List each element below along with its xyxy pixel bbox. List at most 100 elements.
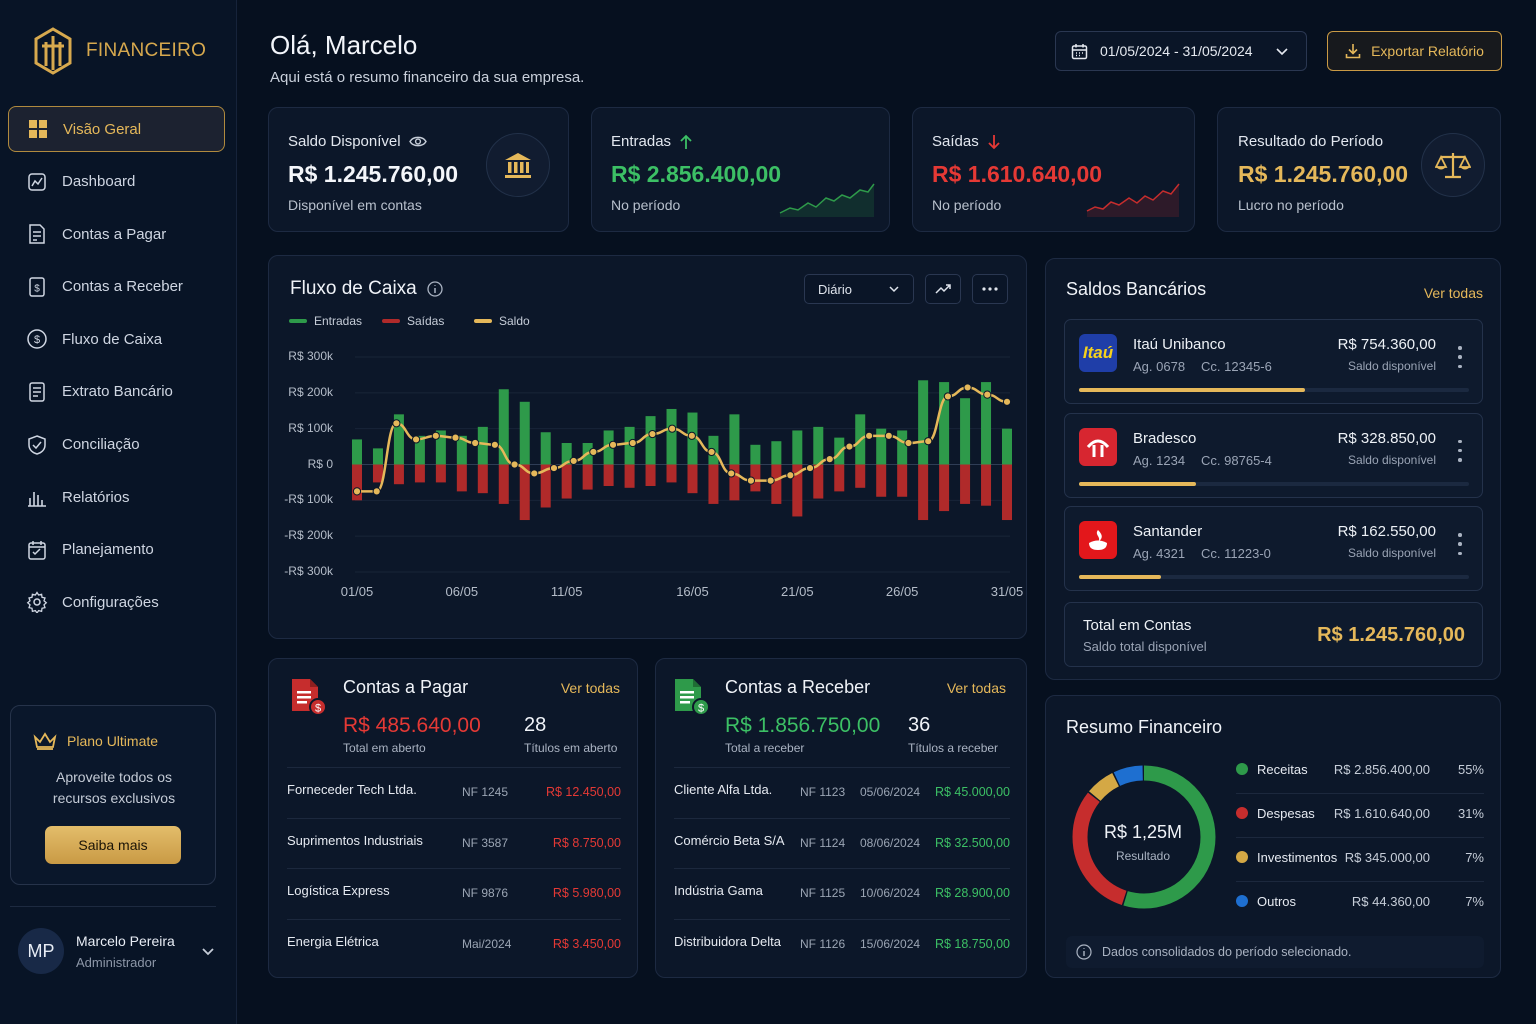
donut-center-label: Resultado xyxy=(1115,849,1171,863)
balance-point xyxy=(687,431,696,440)
sidebar-item-3[interactable]: $ Contas a Receber xyxy=(8,264,225,310)
donut-segment xyxy=(1072,765,1216,909)
sidebar-item-label: Conciliação xyxy=(62,436,140,454)
bank-item[interactable]: Bradesco Ag. 1234 Cc. 98765-4 R$ 328.850,00… xyxy=(1064,412,1483,498)
income-bar xyxy=(414,435,425,465)
bank-item[interactable]: Itaú Itaú Unibanco Ag. 0678 Cc. 12345-6 R$ 7… xyxy=(1064,319,1483,404)
eye-icon[interactable] xyxy=(408,135,427,148)
sidebar-item-label: Dashboard xyxy=(62,173,136,191)
table-row[interactable]: Forneceder Tech Ltda. NF 1245 R$ 12.450,00 xyxy=(287,767,621,817)
summary-row: Despesas R$ 1.610.640,00 31% xyxy=(1236,794,1484,838)
table-row[interactable]: Comércio Beta S/A NF 1124 08/06/2024 R$ 32.… xyxy=(674,817,1010,868)
expense-bar xyxy=(939,464,950,512)
bank-view-all-link[interactable]: Ver todas xyxy=(1423,285,1483,301)
balance-point xyxy=(786,471,795,480)
receivable-name: Cliente Alfa Ltda. xyxy=(674,782,773,797)
cash-flow-title: Fluxo de Caixa xyxy=(290,278,417,299)
expense-bar xyxy=(834,464,845,492)
crown-icon xyxy=(33,732,57,750)
sidebar-item-4[interactable]: $ Fluxo de Caixa xyxy=(8,316,225,362)
learn-more-button[interactable]: Saiba mais xyxy=(45,826,181,864)
date-range-picker[interactable]: 01/05/2024 - 31/05/2024 xyxy=(1055,31,1307,71)
balance-point xyxy=(845,442,854,451)
receivable-amount: R$ 32.500,00 xyxy=(934,835,1010,850)
kpi-expense-label: Saídas xyxy=(932,133,979,150)
user-menu[interactable]: MP Marcelo Pereira Administrador xyxy=(18,928,215,974)
receivable-date: 10/06/2024 xyxy=(860,886,921,900)
kebab-menu-icon[interactable] xyxy=(1454,439,1466,462)
info-icon[interactable] xyxy=(427,281,443,297)
table-row[interactable]: Suprimentos Industriais NF 3587 R$ 8.750,0… xyxy=(287,817,621,868)
kpi-income-note: No período xyxy=(611,197,681,213)
payable-ref: Mai/2024 xyxy=(462,936,512,951)
sidebar-item-7[interactable]: Relatórios xyxy=(8,474,225,520)
receivables-view-all-link[interactable]: Ver todas xyxy=(946,680,1006,696)
svg-text:$: $ xyxy=(34,283,40,294)
balance-point xyxy=(668,424,677,433)
receivable-ref: NF 1125 xyxy=(800,886,846,900)
calendar-icon xyxy=(1071,43,1088,59)
expense-bar xyxy=(792,464,803,517)
app-logo[interactable]: FINANCEIRO xyxy=(32,26,206,76)
kebab-menu-icon[interactable] xyxy=(1454,533,1466,555)
bank-item[interactable]: Santander Ag. 4321 Cc. 11223-0 R$ 162.550,0… xyxy=(1064,506,1483,591)
balance-point xyxy=(490,440,499,449)
table-row[interactable]: Energia Elétrica Mai/2024 R$ 3.450,00 xyxy=(287,918,621,969)
table-row[interactable]: Distribuidora Delta NF 1126 15/06/2024 R$ 1… xyxy=(674,918,1010,969)
dashboard-icon xyxy=(28,172,46,191)
expense-bar xyxy=(855,464,866,488)
bank-name: Bradesco xyxy=(1133,429,1197,447)
chevron-down-icon[interactable] xyxy=(201,944,215,958)
income-bar xyxy=(918,380,929,465)
balance-point xyxy=(510,460,519,469)
bank-name: Santander xyxy=(1133,523,1203,540)
payables-count: 28 xyxy=(524,714,547,736)
chevron-down-icon xyxy=(1276,48,1288,56)
more-options-button[interactable] xyxy=(972,274,1008,304)
income-bar xyxy=(1002,428,1012,465)
payable-name: Logística Express xyxy=(287,883,390,898)
summary-value: R$ 2.856.400,00 xyxy=(1333,762,1430,777)
period-select[interactable]: Diário xyxy=(804,274,914,304)
y-tick-label: R$ 300k xyxy=(288,349,333,363)
chart-type-button[interactable] xyxy=(925,274,961,304)
income-sparkline xyxy=(779,183,875,217)
bank-account-number: Cc. 98765-4 xyxy=(1201,452,1272,468)
bradesco-logo-icon xyxy=(1086,439,1110,457)
sidebar-item-8[interactable]: Planejamento xyxy=(8,527,225,573)
income-bar xyxy=(352,439,362,465)
table-row[interactable]: Indústria Gama NF 1125 10/06/2024 R$ 28.900… xyxy=(674,868,1010,918)
expense-bar xyxy=(624,464,635,488)
payables-view-all-link[interactable]: Ver todas xyxy=(560,680,620,696)
legend-swatch xyxy=(474,319,492,323)
sidebar-item-0[interactable]: Visão Geral xyxy=(8,106,225,152)
balance-point xyxy=(530,469,539,478)
bank-name: Itaú Unibanco xyxy=(1133,336,1226,353)
sidebar-item-5[interactable]: Extrato Bancário xyxy=(8,369,225,415)
bank-balance: R$ 162.550,00 xyxy=(1337,523,1436,540)
expense-bar xyxy=(540,464,551,508)
user-name: Marcelo Pereira xyxy=(76,932,175,949)
kpi-income-value: R$ 2.856.400,00 xyxy=(611,161,782,187)
table-row[interactable]: Logística Express NF 9876 R$ 5.980,00 xyxy=(287,868,621,918)
sidebar-item-9[interactable]: Configurações xyxy=(8,579,225,625)
balance-point xyxy=(569,456,578,466)
svg-text:$: $ xyxy=(34,334,40,346)
legend-swatch xyxy=(382,319,400,323)
expense-bar xyxy=(708,464,719,504)
export-report-button[interactable]: Exportar Relatório xyxy=(1327,31,1502,71)
kpi-balance-card: Saldo Disponível R$ 1.245.760,00 Disponí… xyxy=(268,107,569,232)
kebab-menu-icon[interactable] xyxy=(1454,346,1466,368)
table-row[interactable]: Cliente Alfa Ltda. NF 1123 05/06/2024 R$ 45… xyxy=(674,767,1010,817)
expense-bar xyxy=(603,464,614,486)
sidebar-item-6[interactable]: Conciliação xyxy=(8,422,225,468)
sidebar-item-1[interactable]: Dashboard xyxy=(8,159,225,205)
balance-point xyxy=(392,419,401,428)
bank-share-fill xyxy=(1079,481,1196,486)
summary-pct: 7% xyxy=(1465,850,1484,865)
sidebar-item-2[interactable]: Contas a Pagar xyxy=(8,211,225,257)
cash-flow-card: Fluxo de Caixa Diário Entradas Saídas Sald… xyxy=(268,255,1027,639)
y-tick-label: -R$ 300k xyxy=(284,564,333,578)
bank-logo xyxy=(1079,521,1117,559)
x-tick-label: 21/05 xyxy=(781,584,814,599)
